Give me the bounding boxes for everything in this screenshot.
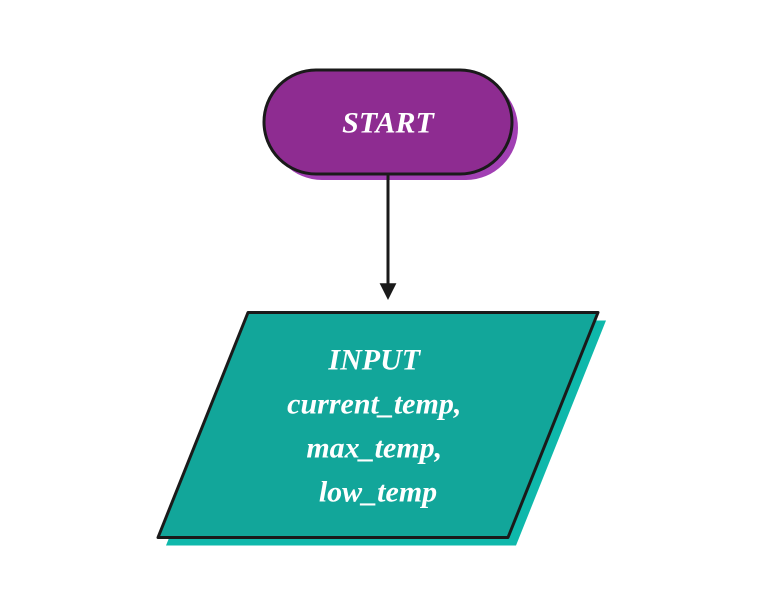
flowchart-canvas: START INPUT current_temp, max_temp, low_… xyxy=(0,0,768,597)
input-line-1: current_temp, xyxy=(287,388,461,421)
input-line-2: max_temp, xyxy=(306,432,442,465)
start-label: START xyxy=(342,107,435,140)
input-node: INPUT current_temp, max_temp, low_temp xyxy=(158,313,606,546)
input-line-0: INPUT xyxy=(327,344,421,377)
input-line-3: low_temp xyxy=(319,476,437,509)
edge-start-to-input xyxy=(380,176,397,300)
start-node: START xyxy=(264,70,518,180)
